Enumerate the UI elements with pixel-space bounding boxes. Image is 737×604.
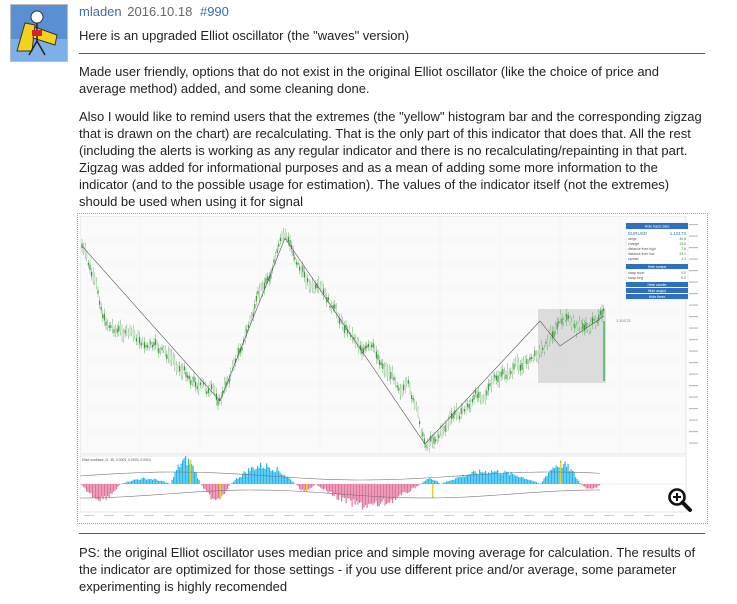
info-panel: Hide basic data EURUSD 1.10173 range 30.8… [625,222,689,301]
author-link[interactable]: mladen [79,4,122,19]
symbol-label: EURUSD [628,231,648,236]
panel-row-label: distance from high [628,247,656,251]
current-price-tag: 1.10173 [616,318,631,323]
panel-row-value: 1.0 [681,257,686,261]
post-header: mladen 2016.10.18 #990 [79,4,229,19]
post-paragraph: PS: the original Elliot oscillator uses … [79,545,696,594]
post-number-link[interactable]: #990 [199,4,229,19]
oscillator-label: Elliot oscillator | 5, 35, 0.0003, 0.000… [82,458,151,462]
svg-text:Hide basic data: Hide basic data [645,225,670,229]
swap-row-label: swap short [628,271,644,275]
divider [79,533,705,534]
chart-image: 1.10173 Hide basic data EURUSD 1.10173 r… [80,216,705,521]
panel-row-value: 23.1 [679,252,686,256]
panel-row-value: 30.8 [679,237,686,241]
zoom-in-icon[interactable] [667,487,693,513]
post-paragraph: Made user friendly, options that do not … [79,64,660,96]
hide-swaps-button[interactable] [626,264,688,269]
price-value: 1.10173 [670,231,687,236]
swap-row-label: swap long [628,276,643,280]
hide-timer-button[interactable] [626,294,688,299]
divider [79,53,705,54]
swap-row-value: 0.0 [681,271,686,275]
svg-text:Hide swaps: Hide swaps [648,265,667,269]
panel-row-value: 7.6 [681,247,686,251]
panel-row-label: range [628,237,637,241]
post-date: 2016.10.18 [127,4,193,19]
hide-candle-button[interactable] [626,282,688,287]
svg-text:Hide timer: Hide timer [649,295,666,299]
swap-row-value: 0.0 [681,276,686,280]
chart-screenshot[interactable]: 1.10173 Hide basic data EURUSD 1.10173 r… [77,213,708,524]
panel-row-label: spread [628,257,638,261]
avatar[interactable] [10,4,68,62]
post-title-line: Here is an upgraded Elliot oscillator (t… [79,28,410,43]
hide-avg-button[interactable] [626,288,688,293]
panel-row-label: change [628,242,639,246]
hide-basic-button[interactable] [626,223,688,229]
post-paragraph: Also I would like to remind users that t… [79,109,702,209]
panel-row-value: 19.6 [679,242,686,246]
avatar-image [11,5,67,61]
svg-text:Hide avg(c): Hide avg(c) [648,289,666,293]
svg-text:Hide candle: Hide candle [648,283,667,287]
panel-row-label: distance from low [628,252,655,256]
